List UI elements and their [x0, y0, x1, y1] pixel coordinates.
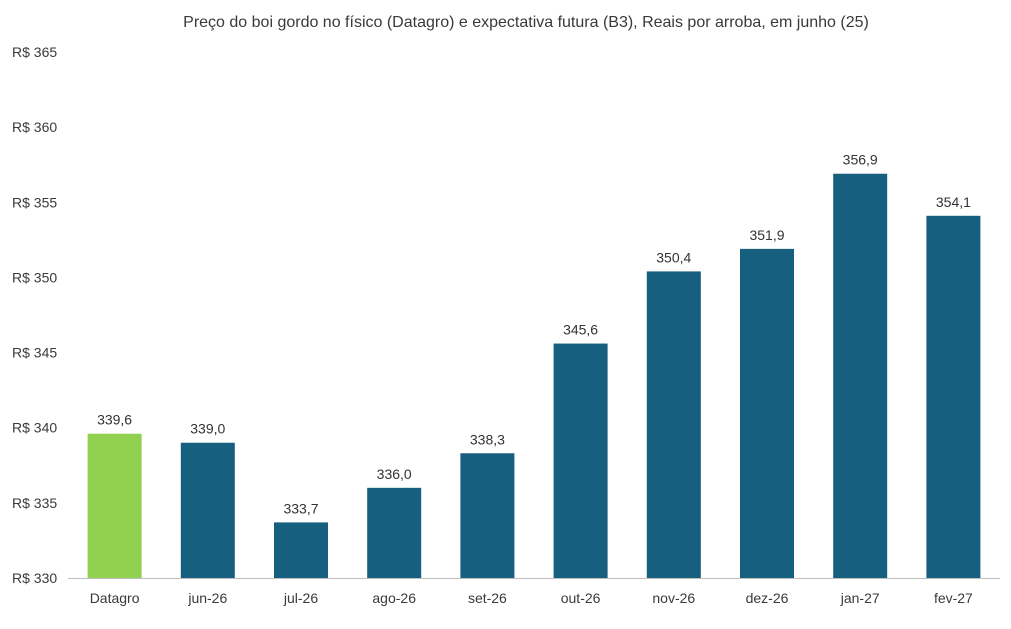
bar-jul-26 — [274, 522, 328, 578]
data-label: 351,9 — [749, 227, 784, 243]
data-label: 339,0 — [190, 421, 225, 437]
y-tick-label: R$ 340 — [12, 420, 57, 436]
y-tick-label: R$ 365 — [12, 44, 57, 60]
x-tick-label: jan-27 — [840, 590, 880, 606]
x-tick-label: out-26 — [561, 590, 601, 606]
data-labels: 339,6 339,0 333,7 336,0 338,3 345,6 350,4 351,9… — [97, 152, 971, 517]
bar-out-26 — [553, 343, 608, 578]
bar-ago-26 — [367, 487, 422, 578]
x-tick-label: jun-26 — [187, 590, 227, 606]
bar-nov-26 — [646, 271, 701, 578]
bar-datagro — [87, 433, 142, 578]
chart-title: Preço do boi gordo no físico (Datagro) e… — [183, 14, 869, 31]
x-tick-label: dez-26 — [746, 590, 789, 606]
x-tick-label: ago-26 — [372, 590, 416, 606]
x-tick-label: nov-26 — [652, 590, 695, 606]
y-tick-label: R$ 350 — [12, 269, 57, 285]
data-label: 354,1 — [936, 194, 971, 210]
data-label: 345,6 — [563, 322, 598, 338]
bar-fev-27 — [926, 215, 981, 578]
data-label: 356,9 — [843, 152, 878, 168]
bar-dez-26 — [740, 248, 794, 579]
bar-jan-27 — [833, 173, 888, 578]
bar-set-26 — [460, 453, 515, 578]
y-tick-label: R$ 360 — [12, 119, 57, 135]
data-label: 339,6 — [97, 412, 132, 428]
x-tick-label: set-26 — [468, 590, 507, 606]
data-label: 350,4 — [656, 249, 691, 265]
y-tick-label: R$ 330 — [12, 570, 57, 586]
data-label: 333,7 — [283, 500, 318, 516]
bar-jun-26 — [180, 442, 235, 578]
data-label: 338,3 — [470, 431, 505, 447]
bars — [87, 173, 981, 579]
y-tick-label: R$ 335 — [12, 495, 57, 511]
x-tick-label: fev-27 — [934, 590, 973, 606]
data-label: 336,0 — [377, 466, 412, 482]
y-tick-label: R$ 355 — [12, 194, 57, 210]
x-tick-label: Datagro — [90, 590, 140, 606]
y-tick-label: R$ 345 — [12, 345, 57, 361]
y-axis: R$ 330 R$ 335 R$ 340 R$ 345 R$ 350 R$ 355 R$ 3… — [12, 44, 57, 586]
x-tick-label: jul-26 — [283, 590, 318, 606]
x-axis: Datagro jun-26 jul-26 ago-26 set-26 out-26 nov… — [68, 578, 1000, 606]
